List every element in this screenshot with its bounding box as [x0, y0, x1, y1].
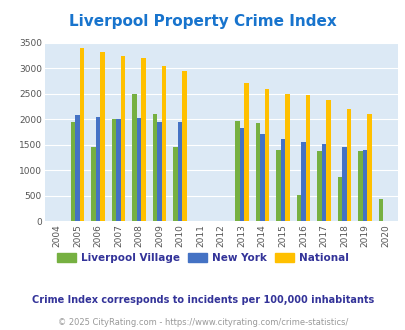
Bar	[284, 94, 289, 221]
Bar	[367, 114, 371, 221]
Bar	[301, 142, 305, 221]
Bar	[362, 150, 367, 221]
Bar	[177, 122, 182, 221]
Bar	[121, 56, 125, 221]
Bar	[100, 51, 104, 221]
Bar	[296, 195, 301, 221]
Bar	[70, 122, 75, 221]
Bar	[341, 147, 346, 221]
Bar	[136, 118, 141, 221]
Bar	[132, 94, 136, 221]
Bar	[182, 71, 187, 221]
Bar	[153, 114, 157, 221]
Bar	[264, 89, 269, 221]
Bar	[116, 119, 121, 221]
Text: © 2025 CityRating.com - https://www.cityrating.com/crime-statistics/: © 2025 CityRating.com - https://www.city…	[58, 318, 347, 327]
Bar	[173, 147, 177, 221]
Bar	[378, 199, 382, 221]
Bar	[79, 48, 84, 221]
Bar	[91, 147, 96, 221]
Bar	[316, 151, 321, 221]
Bar	[255, 123, 260, 221]
Bar	[234, 120, 239, 221]
Legend: Liverpool Village, New York, National: Liverpool Village, New York, National	[53, 248, 352, 267]
Bar	[305, 95, 309, 221]
Bar	[239, 128, 243, 221]
Bar	[243, 82, 248, 221]
Bar	[96, 117, 100, 221]
Bar	[357, 151, 362, 221]
Bar	[141, 58, 145, 221]
Bar	[275, 150, 280, 221]
Bar	[280, 139, 284, 221]
Bar	[321, 144, 325, 221]
Text: Crime Index corresponds to incidents per 100,000 inhabitants: Crime Index corresponds to incidents per…	[32, 295, 373, 305]
Bar	[325, 100, 330, 221]
Bar	[346, 109, 350, 221]
Text: Liverpool Property Crime Index: Liverpool Property Crime Index	[69, 14, 336, 29]
Bar	[75, 115, 79, 221]
Bar	[162, 66, 166, 221]
Bar	[337, 177, 341, 221]
Bar	[157, 122, 162, 221]
Bar	[260, 134, 264, 221]
Bar	[111, 119, 116, 221]
